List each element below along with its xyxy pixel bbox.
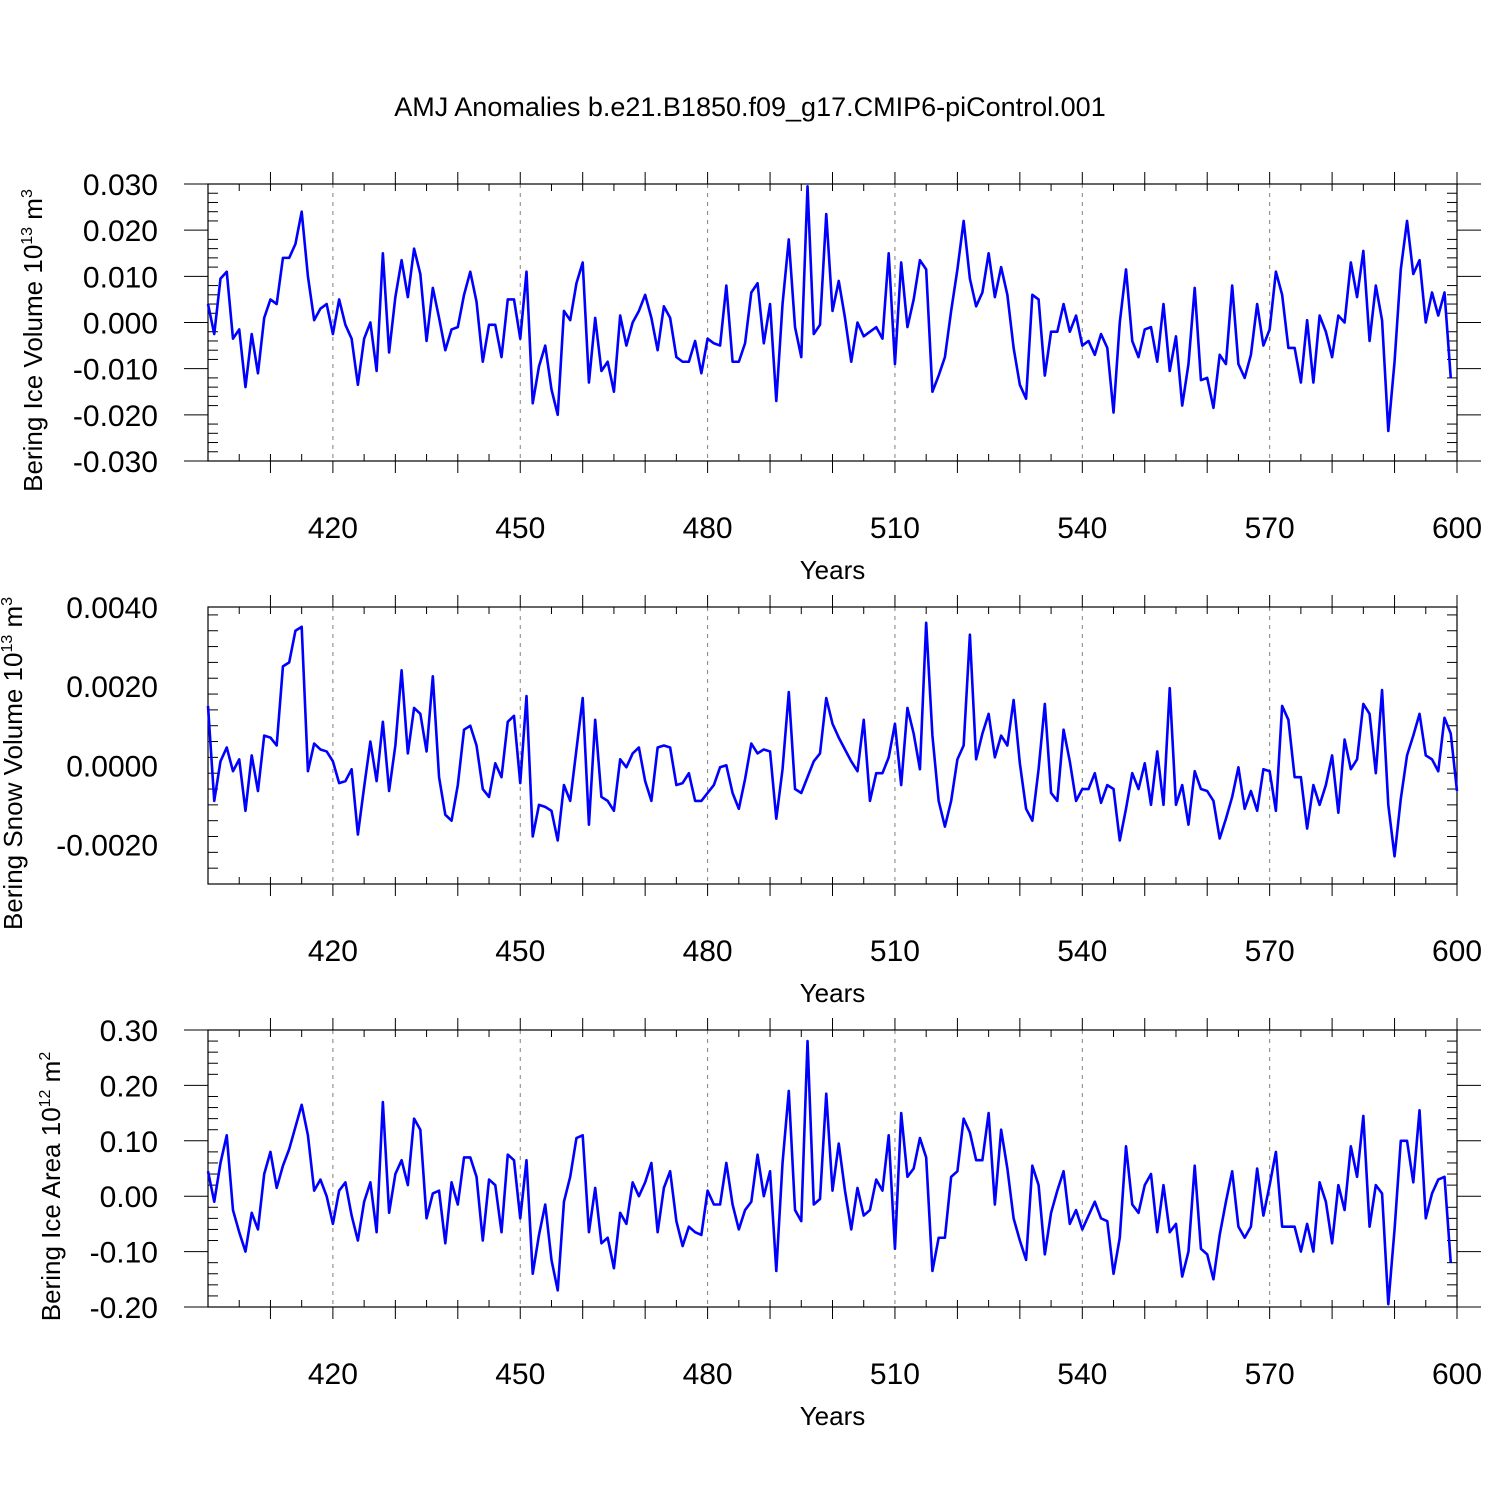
x-tick-label: 420: [308, 935, 358, 968]
x-tick-label: 600: [1432, 935, 1482, 968]
x-tick-label: 510: [870, 935, 920, 968]
x-tick-label: 480: [683, 935, 733, 968]
y-tick-label: -0.030: [73, 446, 158, 479]
x-tick-label: 540: [1057, 512, 1107, 545]
figure-title: AMJ Anomalies b.e21.B1850.f09_g17.CMIP6-…: [394, 92, 1106, 122]
y-tick-label: -0.020: [73, 400, 158, 433]
series-line: [206, 1039, 1453, 1306]
y-axis-label: Bering Snow Volume 1013 m3: [0, 597, 28, 930]
y-tick-label: 0.30: [100, 1015, 158, 1048]
y-tick-label: 0.030: [83, 169, 158, 202]
y-tick-label: 0.010: [83, 261, 158, 294]
x-tick-label: 570: [1245, 1358, 1295, 1391]
y-tick-label: -0.10: [90, 1237, 158, 1270]
y-tick-label: 0.0000: [66, 750, 158, 783]
series-line: [206, 621, 1459, 858]
x-tick-label: 600: [1432, 1358, 1482, 1391]
panel-snow-volume: 420 450 480 510 540 570 600 0.0040 0.0020 0.0000 -…: [0, 592, 1482, 1008]
y-axis-label: Bering Ice Volume 1013 m3: [18, 189, 48, 492]
plot-frame: [207, 606, 1458, 885]
x-tick-label: 450: [495, 935, 545, 968]
y-tick-label: 0.000: [83, 308, 158, 341]
y-tick-label: 0.0020: [66, 671, 158, 704]
y-tick-label: -0.0020: [56, 829, 158, 862]
y-tick-label: 0.020: [83, 215, 158, 248]
x-tick-label: 450: [495, 1358, 545, 1391]
x-tick-label: 540: [1057, 1358, 1107, 1391]
y-tick-label: -0.010: [73, 354, 158, 387]
x-tick-label: 450: [495, 512, 545, 545]
x-tick-label: 480: [683, 1358, 733, 1391]
x-axis-label: Years: [800, 978, 866, 1008]
series-line: [206, 185, 1453, 433]
x-tick-label: 480: [683, 512, 733, 545]
x-axis-label: Years: [800, 555, 866, 585]
x-tick-label: 570: [1245, 512, 1295, 545]
x-tick-label: 510: [870, 512, 920, 545]
y-tick-label: 0.10: [100, 1126, 158, 1159]
y-tick-label: 0.00: [100, 1181, 158, 1214]
x-axis-label: Years: [800, 1401, 866, 1431]
x-tick-label: 420: [308, 1358, 358, 1391]
y-tick-label: 0.0040: [66, 592, 158, 625]
y-tick-label: 0.20: [100, 1070, 158, 1103]
plot-frame: [207, 1029, 1458, 1308]
panel-ice-volume: 420 450 480 510 540 570 600 0.030 0.020 0.010 0.00…: [18, 169, 1482, 585]
panel-ice-area: 420 450 480 510 540 570 600 0.30 0.20 0.10 0.00 -0.…: [36, 1015, 1482, 1431]
x-tick-label: 600: [1432, 512, 1482, 545]
x-tick-label: 510: [870, 1358, 920, 1391]
plot-frame: [207, 183, 1458, 462]
x-tick-label: 420: [308, 512, 358, 545]
y-axis-label: Bering Ice Area 1012 m2: [36, 1052, 66, 1322]
x-tick-label: 540: [1057, 935, 1107, 968]
y-tick-label: -0.20: [90, 1292, 158, 1325]
x-tick-label: 570: [1245, 935, 1295, 968]
